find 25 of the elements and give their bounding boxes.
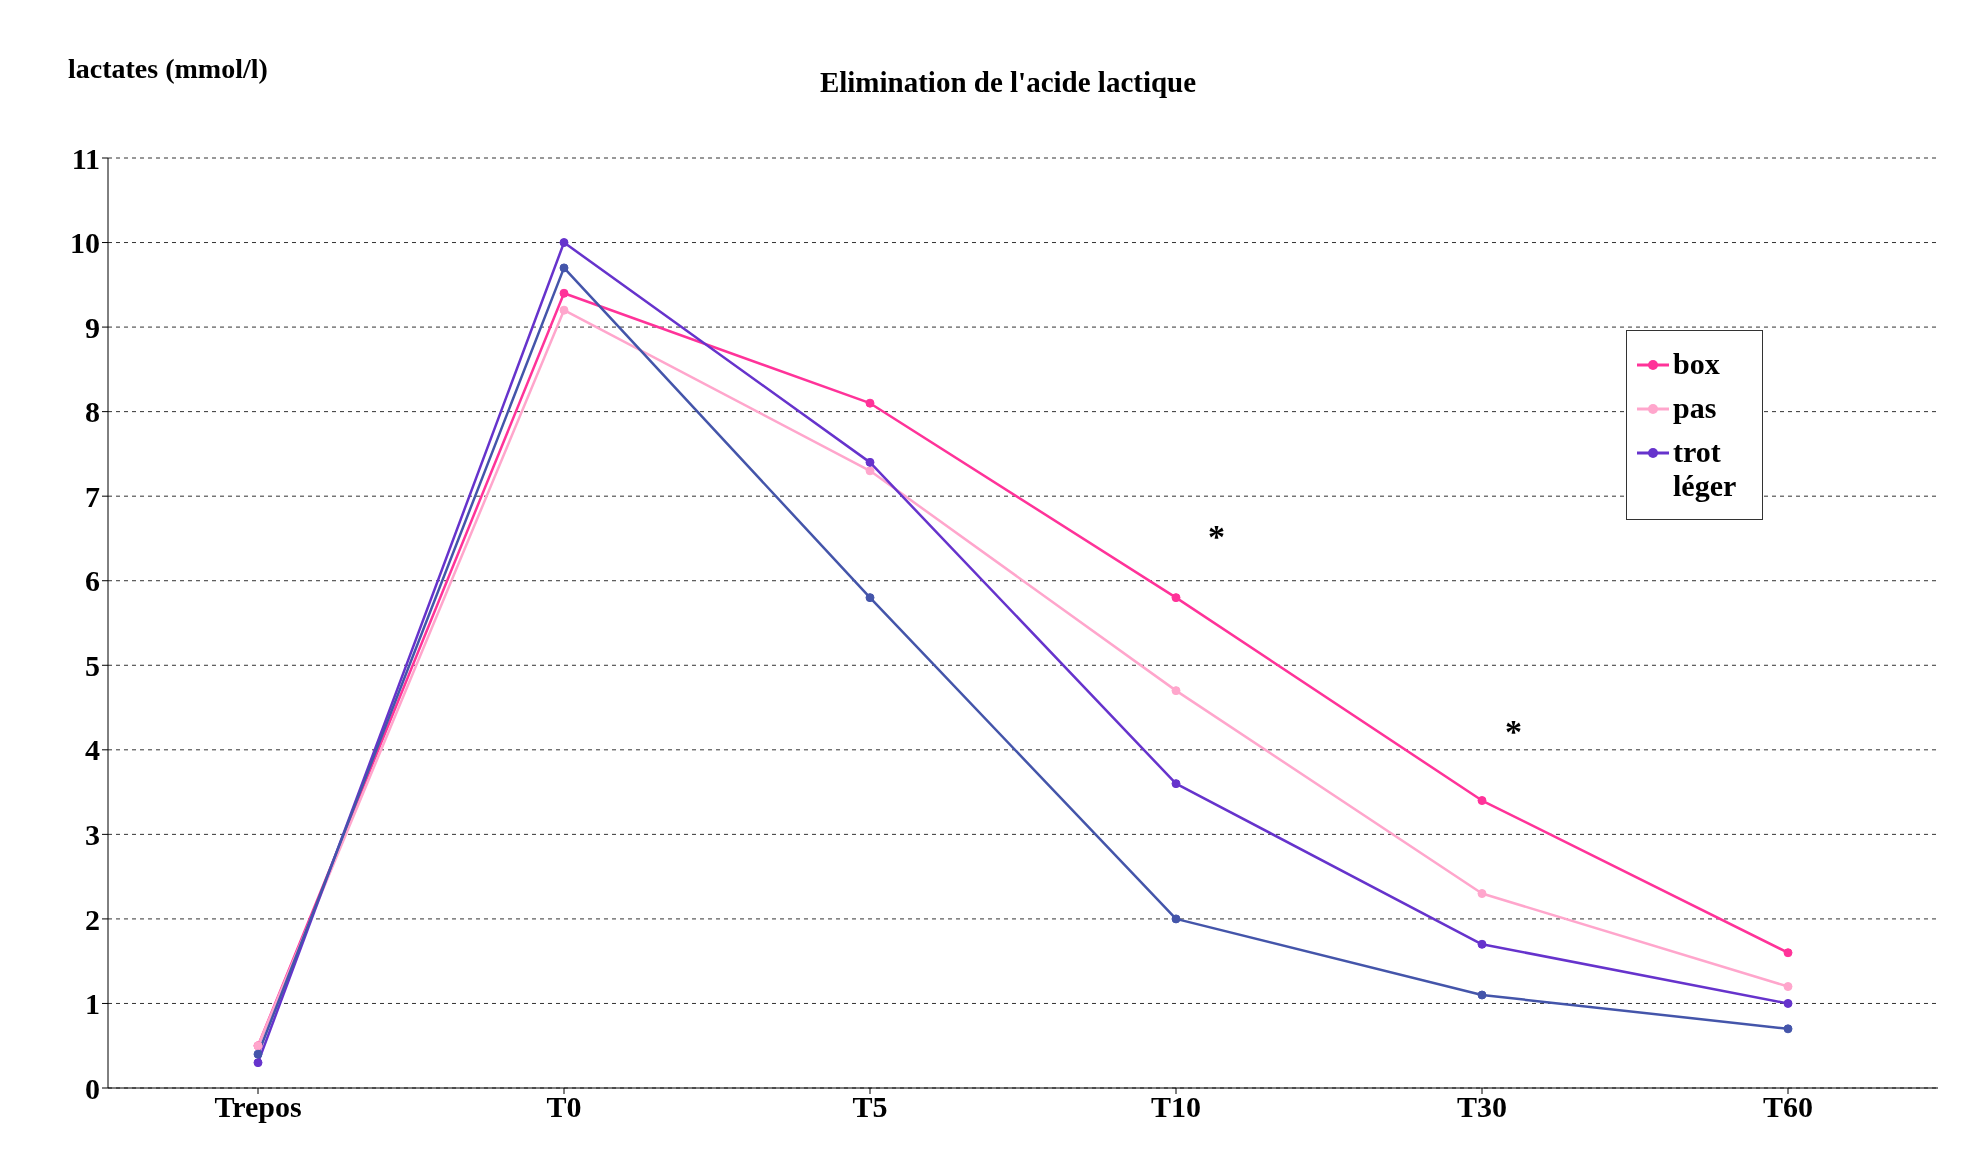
y-tick-label: 7 xyxy=(85,479,100,513)
legend-label: box xyxy=(1673,347,1720,381)
x-tick-label: T10 xyxy=(1150,1090,1202,1124)
y-tick-label: 1 xyxy=(85,987,100,1021)
y-tick-label: 3 xyxy=(85,818,100,852)
y-axis-title: lactates (mmol/l) xyxy=(68,53,268,85)
x-tick-label: T30 xyxy=(1456,1090,1508,1124)
y-tick-label: 4 xyxy=(85,733,100,767)
x-tick-label: T5 xyxy=(852,1090,888,1124)
y-tick-label: 6 xyxy=(85,564,100,598)
y-tick-label: 11 xyxy=(71,141,100,175)
x-tick-label: Trepos xyxy=(214,1090,302,1124)
x-tick-label: T60 xyxy=(1762,1090,1814,1124)
x-tick-label: T0 xyxy=(546,1090,582,1124)
legend-label: trot léger xyxy=(1673,435,1738,503)
y-tick-label: 5 xyxy=(85,648,100,682)
chart-title: Elimination de l'acide lactique xyxy=(819,66,1197,98)
y-tick-label: 10 xyxy=(70,226,100,260)
legend-label: pas xyxy=(1673,391,1717,425)
y-tick-label: 2 xyxy=(85,902,100,936)
y-tick-label: 8 xyxy=(85,395,100,429)
y-tick-label: 9 xyxy=(85,310,100,344)
annotation: * xyxy=(1505,713,1522,751)
y-tick-label: 0 xyxy=(85,1071,100,1105)
annotation: * xyxy=(1208,518,1225,556)
